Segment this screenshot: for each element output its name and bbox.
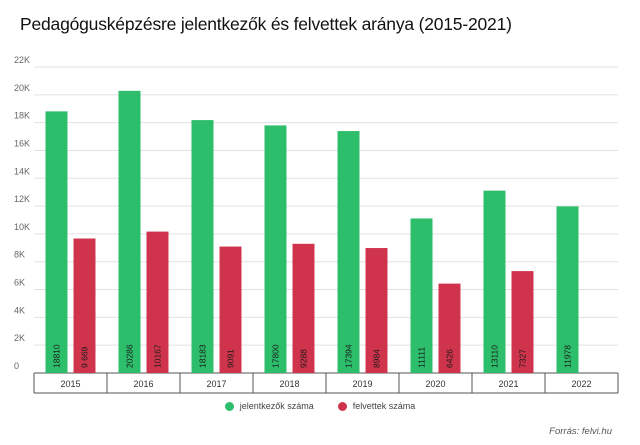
bar-applicants [45, 111, 68, 374]
y-tick-label: 14K [14, 166, 30, 176]
data-label: 11978 [563, 345, 573, 368]
x-tick-label: 2022 [571, 379, 591, 389]
bar-admitted [292, 243, 315, 373]
x-tick-label: 2016 [133, 379, 153, 389]
y-tick-label: 12K [14, 194, 30, 204]
y-tick-label: 20K [14, 83, 30, 93]
bar-admitted [438, 283, 461, 373]
bar-admitted [219, 246, 242, 373]
data-label: 13110 [490, 345, 500, 368]
y-tick-label: 22K [14, 55, 30, 65]
source-note: Forrás: felvi.hu [549, 426, 612, 437]
data-label: 17394 [344, 344, 354, 368]
data-label: 7327 [518, 349, 528, 368]
bar-applicants [556, 206, 579, 373]
bar-applicants [118, 90, 141, 373]
y-tick-label: 2K [14, 333, 25, 343]
bar-admitted [146, 231, 169, 373]
legend: jelentkezők száma felvettek száma [0, 401, 640, 411]
x-tick-label: 2017 [206, 379, 226, 389]
data-label: 20286 [125, 344, 135, 368]
bar-admitted [365, 248, 388, 373]
x-tick-label: 2018 [279, 379, 299, 389]
bar-chart: 0 2K 4K 6K 8K 10K 12K 14K 16K 18K 20K 22K 2015 18810 9… [14, 55, 619, 394]
y-tick-label: 8K [14, 250, 25, 260]
bar-applicants [191, 120, 214, 373]
bar-applicants [337, 131, 360, 373]
legend-label-applicants: jelentkezők száma [239, 401, 314, 411]
data-label: 9091 [226, 349, 236, 368]
legend-item-applicants[interactable]: jelentkezők száma [224, 401, 314, 411]
bar-applicants [483, 190, 506, 373]
bar-applicants [264, 125, 287, 373]
data-label: 17800 [271, 344, 281, 368]
y-tick-label: 0 [14, 361, 19, 371]
bar-applicants [410, 218, 433, 373]
x-tick-label: 2020 [425, 379, 445, 389]
legend-label-admitted: felvettek száma [352, 401, 416, 411]
legend-dot-admitted [337, 401, 347, 411]
bar-admitted [73, 238, 96, 373]
data-label: 18183 [198, 344, 208, 368]
y-tick-label: 6K [14, 278, 25, 288]
y-tick-label: 18K [14, 111, 30, 121]
data-label: 10167 [153, 344, 163, 368]
data-label: 6426 [445, 349, 455, 368]
data-label: 11111 [417, 347, 427, 368]
data-label: 8984 [372, 349, 382, 368]
bar-admitted [511, 271, 534, 373]
data-label: 18810 [52, 344, 62, 368]
data-label: 9288 [299, 349, 309, 368]
legend-dot-applicants [224, 401, 234, 411]
y-tick-label: 4K [14, 305, 25, 315]
chart-title: Pedagógusképzésre jelentkezők és felvett… [20, 14, 512, 34]
data-label: 9 669 [80, 346, 90, 368]
x-tick-label: 2021 [498, 379, 518, 389]
y-tick-label: 10K [14, 222, 30, 232]
legend-item-admitted[interactable]: felvettek száma [337, 401, 416, 411]
x-tick-label: 2019 [352, 379, 372, 389]
x-tick-label: 2015 [60, 379, 80, 389]
y-tick-label: 16K [14, 138, 30, 148]
